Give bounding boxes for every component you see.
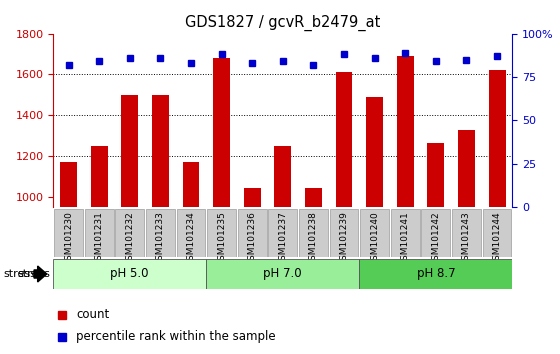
Bar — [274, 146, 291, 207]
FancyArrow shape — [34, 266, 47, 282]
Text: GSM101244: GSM101244 — [493, 211, 502, 266]
Bar — [238, 209, 267, 257]
Text: percentile rank within the sample: percentile rank within the sample — [76, 330, 276, 343]
Bar — [122, 95, 138, 207]
Text: GSM101238: GSM101238 — [309, 211, 318, 266]
Bar — [146, 209, 175, 257]
Text: pH 5.0: pH 5.0 — [110, 268, 149, 280]
Bar — [53, 259, 206, 289]
Text: GSM101236: GSM101236 — [248, 211, 256, 266]
Text: GSM101235: GSM101235 — [217, 211, 226, 266]
Text: GSM101237: GSM101237 — [278, 211, 287, 266]
Bar — [91, 146, 108, 207]
Bar — [206, 259, 360, 289]
Text: stress: stress — [17, 269, 50, 279]
Text: GSM101230: GSM101230 — [64, 211, 73, 266]
Bar — [391, 209, 419, 257]
Bar — [330, 209, 358, 257]
Bar — [422, 209, 450, 257]
Bar — [152, 95, 169, 207]
Bar — [397, 56, 414, 207]
Text: GSM101240: GSM101240 — [370, 211, 379, 266]
Title: GDS1827 / gcvR_b2479_at: GDS1827 / gcvR_b2479_at — [185, 15, 380, 31]
Bar — [54, 209, 83, 257]
Bar — [489, 70, 506, 207]
Bar — [60, 162, 77, 207]
Bar — [427, 143, 444, 207]
Bar — [305, 188, 322, 207]
Text: pH 8.7: pH 8.7 — [417, 268, 455, 280]
Bar — [268, 209, 297, 257]
Text: GSM101233: GSM101233 — [156, 211, 165, 266]
Bar — [483, 209, 511, 257]
Bar — [299, 209, 328, 257]
Bar — [360, 259, 512, 289]
Text: pH 7.0: pH 7.0 — [264, 268, 302, 280]
Bar — [452, 209, 481, 257]
Bar — [244, 188, 260, 207]
Text: count: count — [76, 308, 109, 321]
Bar — [366, 97, 383, 207]
Text: GSM101241: GSM101241 — [401, 211, 410, 266]
Bar — [176, 209, 206, 257]
Text: GSM101231: GSM101231 — [95, 211, 104, 266]
Bar — [115, 209, 144, 257]
Text: GSM101234: GSM101234 — [186, 211, 195, 266]
Bar — [213, 58, 230, 207]
Bar — [85, 209, 114, 257]
Bar — [360, 209, 389, 257]
Bar — [335, 73, 352, 207]
Text: GSM101239: GSM101239 — [339, 211, 348, 266]
Bar — [207, 209, 236, 257]
Bar — [458, 130, 475, 207]
Text: GSM101242: GSM101242 — [431, 211, 440, 266]
Text: GSM101243: GSM101243 — [462, 211, 471, 266]
Text: stress: stress — [3, 269, 36, 279]
Bar — [183, 162, 199, 207]
Text: GSM101232: GSM101232 — [125, 211, 134, 266]
